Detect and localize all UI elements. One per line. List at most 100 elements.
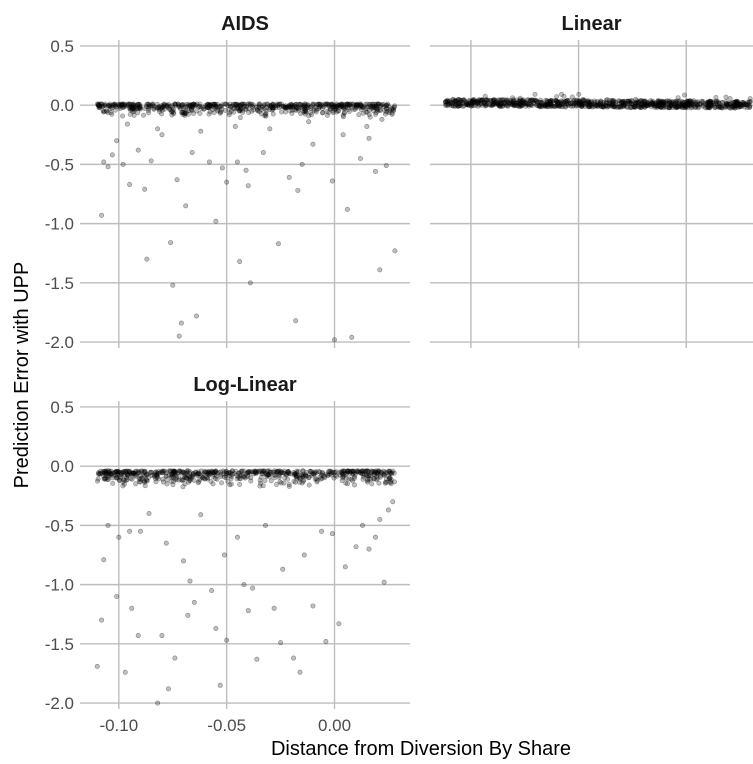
data-point xyxy=(115,102,121,108)
data-point xyxy=(663,98,669,104)
data-point xyxy=(282,105,288,111)
data-point xyxy=(263,110,269,116)
data-point xyxy=(212,102,218,108)
data-point xyxy=(351,107,357,113)
data-point xyxy=(145,107,151,113)
data-point xyxy=(105,522,111,528)
data-point xyxy=(384,106,390,112)
data-point xyxy=(169,471,175,477)
data-point xyxy=(207,103,213,109)
data-point xyxy=(244,104,250,110)
data-point xyxy=(727,96,733,102)
data-point xyxy=(250,107,256,113)
data-point xyxy=(184,103,190,109)
data-point xyxy=(172,101,178,107)
data-point xyxy=(364,109,370,115)
data-point xyxy=(151,103,157,109)
data-point xyxy=(214,101,220,107)
data-point xyxy=(369,102,375,108)
data-point xyxy=(237,108,243,114)
data-point xyxy=(308,106,314,112)
data-point xyxy=(167,107,173,113)
data-point xyxy=(357,104,363,110)
data-point xyxy=(239,101,245,107)
data-point xyxy=(256,104,262,110)
data-point xyxy=(105,164,111,170)
data-point xyxy=(272,475,278,481)
data-point xyxy=(366,111,372,117)
data-point xyxy=(568,103,574,109)
panels-layer: AIDS 0.5 0.0 -0.5 -1.0 -1.5 -2.0 Linear Log-Line… xyxy=(45,13,753,735)
data-point xyxy=(237,107,243,113)
x-tick-label: 0.00 xyxy=(318,716,351,735)
data-point xyxy=(224,637,230,643)
data-point xyxy=(97,104,103,110)
data-point xyxy=(519,103,525,109)
data-point xyxy=(99,101,105,107)
data-point xyxy=(154,105,160,111)
data-point xyxy=(311,101,317,107)
data-point xyxy=(168,240,174,246)
data-point xyxy=(256,101,262,107)
data-point xyxy=(135,633,141,639)
data-point xyxy=(283,109,289,115)
data-point xyxy=(695,104,701,110)
data-point xyxy=(201,106,207,112)
data-point xyxy=(268,103,274,109)
data-point xyxy=(306,482,312,488)
data-point xyxy=(300,102,306,108)
data-point xyxy=(328,101,334,107)
data-point xyxy=(324,108,330,114)
data-point xyxy=(538,97,544,103)
data-point xyxy=(317,469,323,475)
data-point xyxy=(262,522,268,528)
data-point xyxy=(241,103,247,109)
data-point xyxy=(374,106,380,112)
data-point xyxy=(210,101,216,107)
data-point xyxy=(150,101,156,107)
data-point xyxy=(544,100,550,106)
data-point xyxy=(364,101,370,107)
data-point xyxy=(108,110,114,116)
data-point xyxy=(374,103,380,109)
data-point xyxy=(262,113,268,119)
data-point xyxy=(338,103,344,109)
data-point xyxy=(338,103,344,109)
data-point xyxy=(97,471,103,477)
data-point xyxy=(271,605,277,611)
data-point xyxy=(151,106,157,112)
data-point xyxy=(94,478,100,484)
data-point xyxy=(282,105,288,111)
data-point xyxy=(233,101,239,107)
data-point xyxy=(119,101,125,107)
data-point xyxy=(206,111,212,117)
data-point xyxy=(320,110,326,116)
data-point xyxy=(329,105,335,111)
data-point xyxy=(340,112,346,118)
data-point xyxy=(95,103,101,109)
data-point xyxy=(528,101,534,107)
data-point xyxy=(325,101,331,107)
data-point xyxy=(707,103,713,109)
data-point xyxy=(374,470,380,476)
data-point xyxy=(123,470,129,476)
data-point xyxy=(224,179,230,185)
data-point xyxy=(381,579,387,585)
data-point xyxy=(291,655,297,661)
data-point xyxy=(353,544,359,550)
data-point xyxy=(267,107,273,113)
data-point xyxy=(129,104,135,110)
data-point xyxy=(129,106,135,112)
data-point xyxy=(263,112,269,118)
panel-linear: Linear xyxy=(430,13,753,348)
data-point xyxy=(173,101,179,107)
data-point xyxy=(358,103,364,109)
data-point xyxy=(713,94,719,100)
data-point xyxy=(293,101,299,107)
data-point xyxy=(335,108,341,114)
data-point xyxy=(192,102,198,108)
data-point xyxy=(262,102,268,108)
data-point xyxy=(354,103,360,109)
data-point xyxy=(340,104,346,110)
data-point xyxy=(330,108,336,114)
